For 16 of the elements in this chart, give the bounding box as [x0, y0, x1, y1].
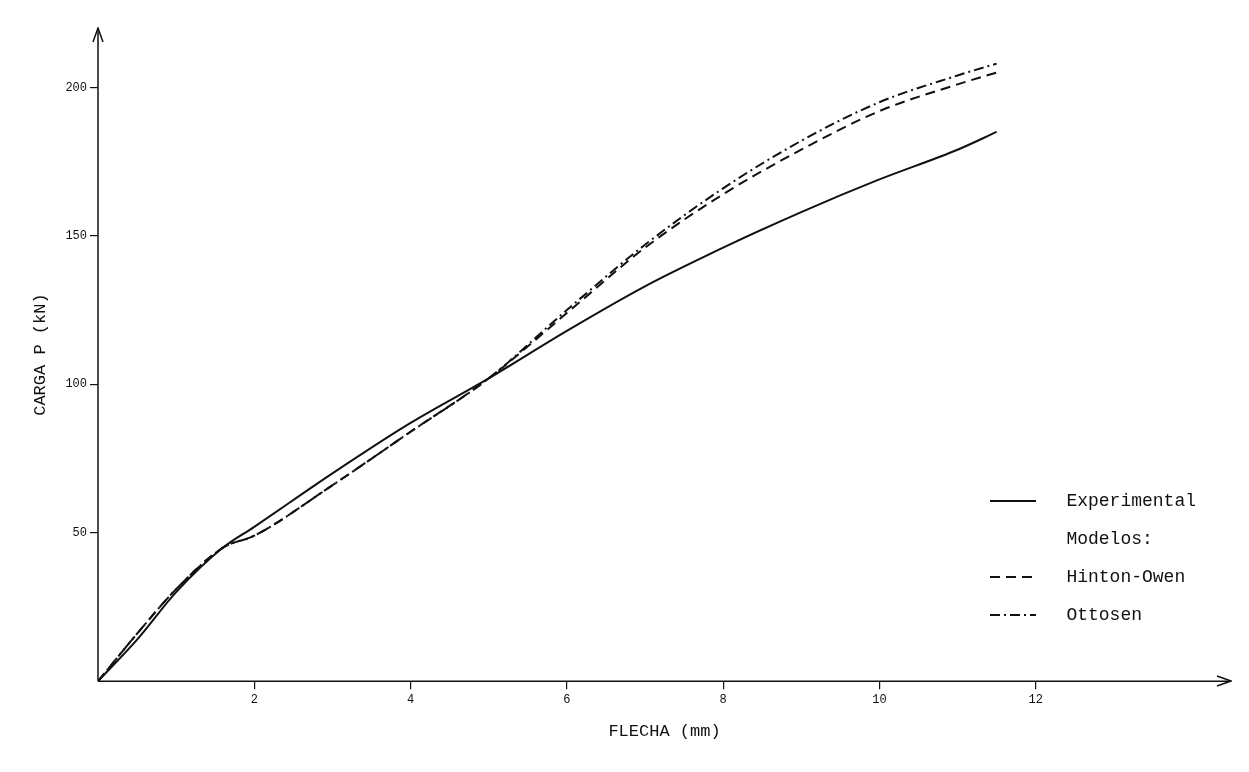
x-tick-label: 8	[719, 692, 727, 707]
x-tick-label: 10	[872, 692, 887, 707]
legend-label: Ottosen	[1066, 605, 1142, 625]
x-axis-title: FLECHA (mm)	[608, 722, 721, 742]
y-tick-label: 50	[72, 525, 87, 540]
x-tick-label: 6	[563, 692, 571, 707]
y-tick-label: 100	[65, 377, 87, 392]
x-tick-label: 12	[1028, 692, 1043, 707]
y-tick-label: 150	[65, 229, 87, 244]
legend-label: Hinton-Owen	[1066, 567, 1186, 587]
x-tick-label: 4	[406, 692, 415, 707]
x-tick-label: 2	[250, 692, 258, 707]
y-tick-label: 200	[65, 80, 87, 95]
y-axis-title: CARGA P (kN)	[30, 293, 50, 416]
legend-label: Experimental	[1066, 491, 1196, 511]
annotation: Modelos:	[1065, 528, 1154, 551]
